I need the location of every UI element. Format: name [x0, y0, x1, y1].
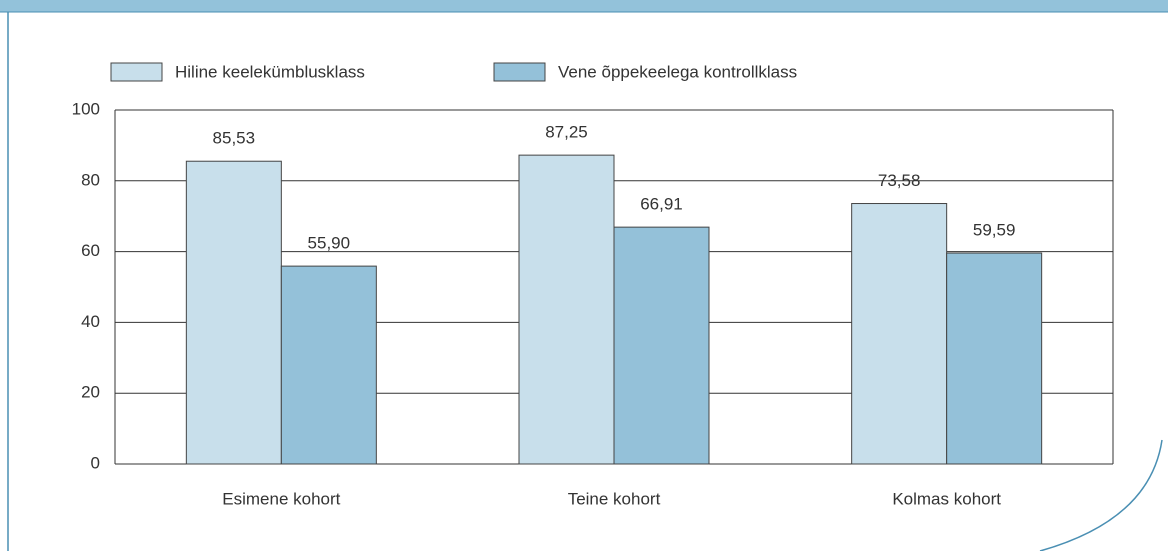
x-tick-label: Teine kohort	[568, 489, 661, 508]
bar	[851, 203, 948, 465]
value-label: 55,90	[308, 234, 351, 253]
x-tick-label: Esimene kohort	[222, 489, 340, 508]
y-tick-label: 100	[72, 99, 100, 118]
bar	[280, 265, 377, 465]
y-tick-label: 20	[81, 383, 100, 402]
y-tick-label: 0	[91, 453, 100, 472]
bar	[185, 160, 282, 465]
y-tick-label: 60	[81, 241, 100, 260]
frame-curve	[1039, 439, 1163, 551]
legend-swatch	[110, 62, 163, 82]
value-label: 59,59	[973, 221, 1016, 240]
legend-swatch	[493, 62, 546, 82]
y-tick-label: 40	[81, 312, 100, 331]
y-tick-label: 80	[81, 170, 100, 189]
legend-label: Vene õppekeelega kontrollklass	[558, 62, 797, 81]
value-label: 87,25	[545, 123, 588, 142]
value-label: 66,91	[640, 195, 683, 214]
top-band	[0, 0, 1168, 12]
bar	[613, 226, 710, 465]
value-label: 73,58	[878, 171, 921, 190]
bar	[518, 154, 615, 465]
bar	[946, 252, 1043, 465]
x-tick-label: Kolmas kohort	[892, 489, 1001, 508]
legend-label: Hiline keelekümblusklass	[175, 62, 365, 81]
value-label: 85,53	[213, 129, 256, 148]
